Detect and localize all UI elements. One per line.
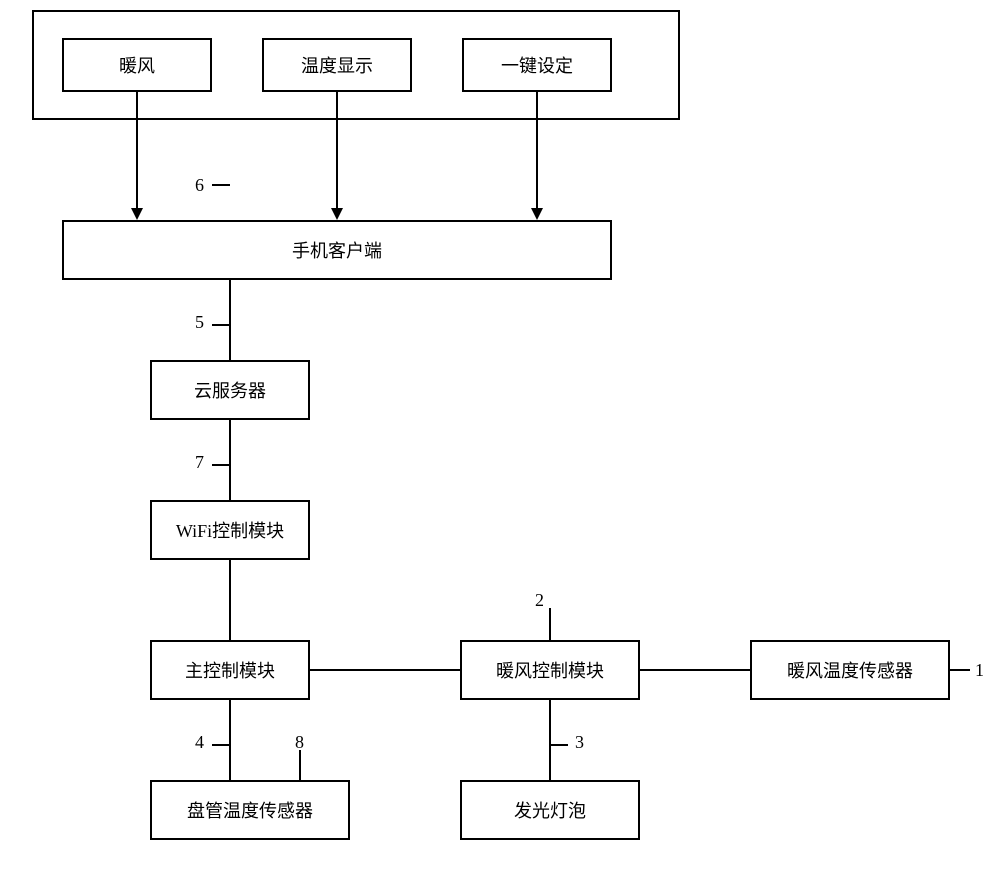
warm-air-box: 暖风 <box>62 38 212 92</box>
main-control-box: 主控制模块 <box>150 640 310 700</box>
coil-sensor-label: 盘管温度传感器 <box>187 797 313 823</box>
warm-control-box: 暖风控制模块 <box>460 640 640 700</box>
cloud-server-box: 云服务器 <box>150 360 310 420</box>
phone-client-box: 手机客户端 <box>62 220 612 280</box>
temp-display-label: 温度显示 <box>301 52 373 78</box>
wifi-module-label: WiFi控制模块 <box>176 517 284 543</box>
main-control-label: 主控制模块 <box>185 657 275 683</box>
wifi-module-box: WiFi控制模块 <box>150 500 310 560</box>
coil-sensor-box: 盘管温度传感器 <box>150 780 350 840</box>
num-5: 5 <box>195 312 204 333</box>
num-7: 7 <box>195 452 204 473</box>
cloud-server-label: 云服务器 <box>194 377 266 403</box>
warm-control-label: 暖风控制模块 <box>496 657 604 683</box>
num-1: 1 <box>975 660 984 681</box>
light-bulb-box: 发光灯泡 <box>460 780 640 840</box>
light-bulb-label: 发光灯泡 <box>514 797 586 823</box>
connector-lines <box>0 0 1000 880</box>
warm-sensor-label: 暖风温度传感器 <box>787 657 913 683</box>
num-4: 4 <box>195 732 204 753</box>
warm-air-label: 暖风 <box>119 52 155 78</box>
num-8: 8 <box>295 732 304 753</box>
num-6: 6 <box>195 175 204 196</box>
num-2: 2 <box>535 590 544 611</box>
phone-client-label: 手机客户端 <box>292 237 382 263</box>
num-3: 3 <box>575 732 584 753</box>
one-key-box: 一键设定 <box>462 38 612 92</box>
warm-sensor-box: 暖风温度传感器 <box>750 640 950 700</box>
temp-display-box: 温度显示 <box>262 38 412 92</box>
one-key-label: 一键设定 <box>501 52 573 78</box>
